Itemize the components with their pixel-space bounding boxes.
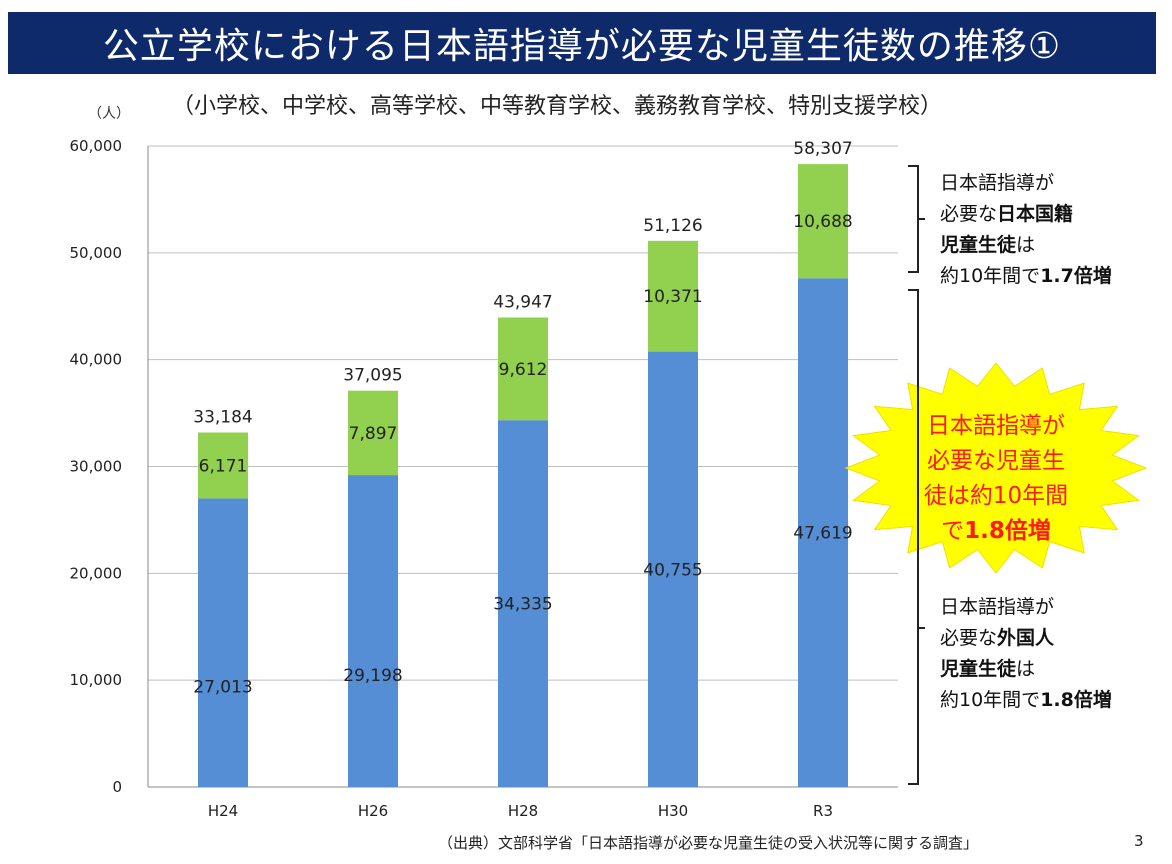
- note-japanese-nationality: 日本語指導が 必要な日本国籍 児童生徒は 約10年間で1.7倍増: [940, 172, 1112, 287]
- y-tick-label: 30,000: [70, 458, 123, 476]
- data-label-japanese: 9,612: [499, 360, 548, 380]
- burst-callout-text: 日本語指導が 必要な児童生 徒は約10年間 で1.8倍増: [923, 413, 1069, 544]
- data-label-foreign: 34,335: [493, 595, 552, 615]
- bar-foreign-H28: [498, 420, 548, 787]
- source-citation: （出典）文部科学省「日本語指導が必要な児童生徒の受入状況等に関する調査」: [438, 834, 979, 852]
- x-tick-label: H24: [208, 802, 238, 820]
- y-tick-label: 10,000: [70, 671, 123, 689]
- data-label-japanese: 6,171: [199, 456, 248, 476]
- bracket-foreign: [908, 289, 919, 785]
- data-label-foreign: 27,013: [193, 678, 252, 698]
- bar-japanese-H28: [498, 317, 548, 421]
- page-number: 3: [1134, 832, 1144, 850]
- x-tick-label: H30: [658, 802, 688, 820]
- title-bar: 公立学校における日本語指導が必要な児童生徒数の推移①: [8, 12, 1156, 74]
- note-foreign: 日本語指導が 必要な外国人 児童生徒は 約10年間で1.8倍増: [940, 596, 1112, 711]
- y-tick-label: 60,000: [70, 137, 123, 155]
- bar-foreign-R3: [798, 278, 848, 787]
- data-label-total: 43,947: [493, 292, 552, 312]
- bar-japanese-H30: [648, 240, 698, 352]
- data-label-total: 37,095: [343, 366, 402, 386]
- bar-japanese-H24: [198, 432, 248, 499]
- burst-callout-shape: [844, 362, 1148, 574]
- data-label-foreign: 40,755: [643, 560, 702, 580]
- data-label-japanese: 10,371: [643, 287, 702, 307]
- y-tick-label: 20,000: [70, 564, 123, 582]
- bracket-japanese-nationality: [908, 165, 919, 273]
- y-tick-label: 40,000: [70, 351, 123, 369]
- bar-foreign-H24: [198, 498, 248, 787]
- y-tick-label: 50,000: [70, 244, 123, 262]
- bar-foreign-H26: [348, 475, 398, 787]
- bar-japanese-R3: [798, 164, 848, 279]
- data-label-total: 58,307: [793, 139, 852, 159]
- bar-foreign-H30: [648, 351, 698, 787]
- bar-japanese-H26: [348, 390, 398, 476]
- x-tick-label: R3: [813, 802, 833, 820]
- data-label-total: 51,126: [643, 216, 702, 236]
- data-label-foreign: 29,198: [343, 666, 402, 686]
- data-label-total: 33,184: [193, 407, 252, 427]
- y-axis-unit: （人）: [88, 106, 130, 122]
- page-title: 公立学校における日本語指導が必要な児童生徒数の推移①: [102, 26, 1062, 67]
- data-label-foreign: 47,619: [793, 524, 852, 544]
- x-tick-label: H26: [358, 802, 388, 820]
- x-tick-label: H28: [508, 802, 538, 820]
- plot-area: 0 10,000 20,000 30,000 40,000 50,000 60,000 27,…: [70, 137, 898, 820]
- data-label-japanese: 10,688: [793, 212, 852, 232]
- data-label-japanese: 7,897: [349, 424, 398, 444]
- y-tick-label: 0: [112, 778, 122, 796]
- chart-subtitle: （小学校、中学校、高等学校、中等教育学校、義務教育学校、特別支援学校）: [172, 94, 943, 119]
